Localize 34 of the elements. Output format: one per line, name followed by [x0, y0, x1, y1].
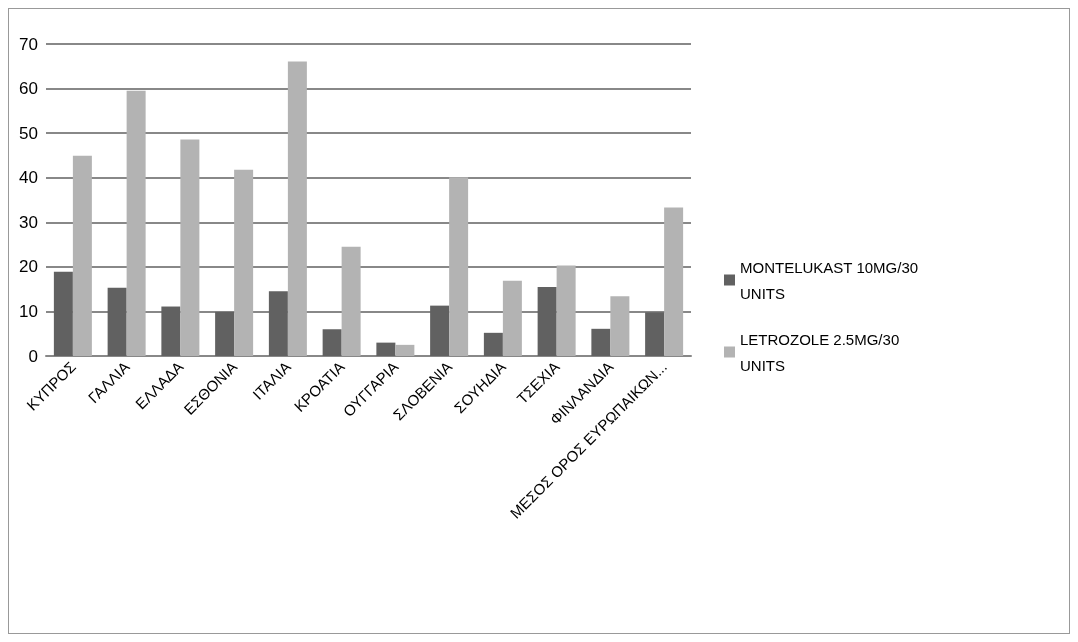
bar [556, 265, 576, 356]
bar [72, 155, 92, 356]
bar [215, 311, 235, 356]
y-tick-label: 70 [19, 34, 38, 54]
bar [664, 207, 684, 356]
bar [483, 332, 503, 356]
bar [107, 287, 127, 356]
y-tick-label: 10 [19, 301, 38, 321]
y-tick-label: 40 [19, 168, 38, 188]
bar [395, 344, 415, 356]
bar [126, 90, 146, 356]
y-tick-label: 50 [19, 123, 38, 143]
bar [449, 177, 469, 356]
bar [287, 61, 307, 356]
bar [430, 305, 450, 356]
bar [610, 296, 630, 356]
bar [537, 286, 557, 356]
bar [268, 291, 288, 356]
bar [322, 329, 342, 356]
legend-label: MONTELUKAST 10MG/30 UNITS [740, 258, 919, 302]
bar [53, 271, 73, 356]
bar [161, 306, 181, 356]
y-tick-label: 30 [19, 212, 38, 232]
bar [376, 342, 396, 356]
legend-label: LETROZOLE 2.5MG/30 UNITS [740, 330, 900, 374]
y-tick-label: 0 [28, 346, 38, 366]
bar [591, 328, 611, 356]
bar [645, 312, 665, 356]
bar [234, 169, 254, 356]
bar [180, 139, 200, 356]
y-tick-label: 60 [19, 79, 38, 99]
bar [341, 246, 361, 356]
bar [502, 280, 522, 356]
y-tick-label: 20 [19, 257, 38, 277]
